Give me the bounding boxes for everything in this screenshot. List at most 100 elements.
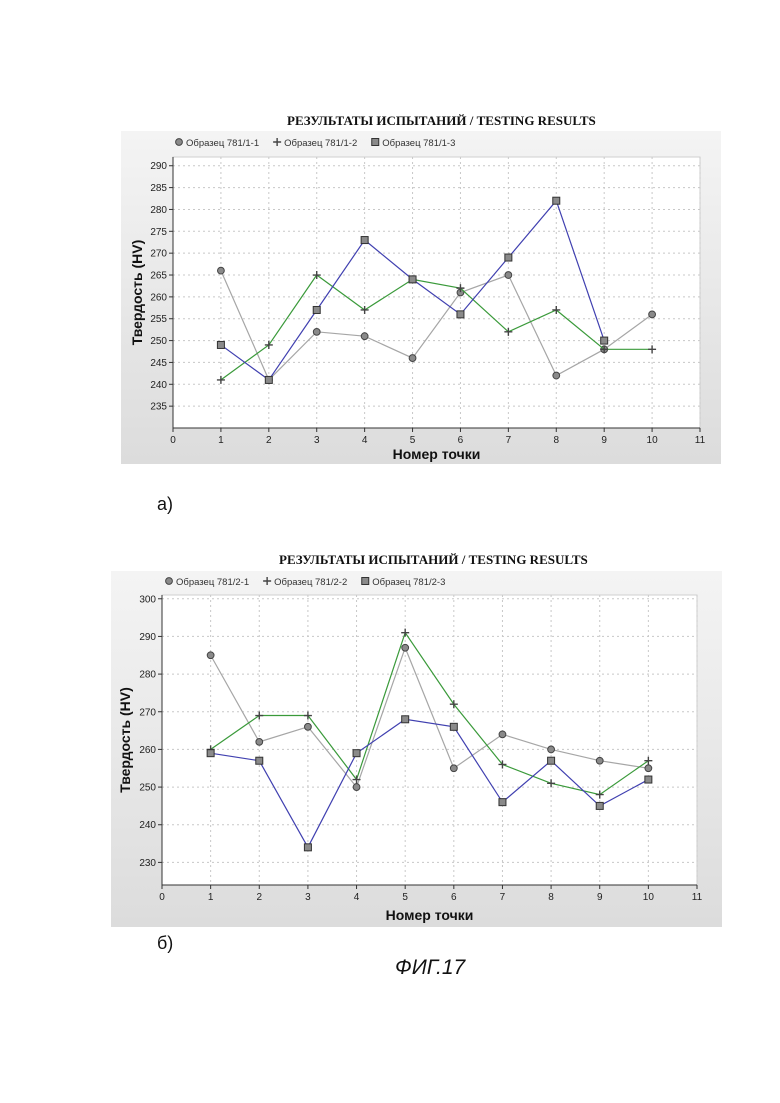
- chart-b-y-axis-label: Твердость (HV): [117, 687, 133, 793]
- chart-a-plot-area: [173, 157, 700, 428]
- chart-a-x-tick-label: 9: [601, 435, 607, 446]
- chart-a-series-1-point: [409, 355, 416, 362]
- chart-a-x-tick-label: 3: [314, 435, 320, 446]
- chart-a-series-1-point: [649, 311, 656, 318]
- chart-a-y-tick-label: 260: [150, 292, 167, 303]
- chart-a-x-tick-label: 4: [362, 435, 368, 446]
- chart-a: 2352402452502552602652702752802852900123…: [121, 131, 721, 464]
- chart-b-series-3-point: [353, 750, 360, 757]
- chart-a-series-3-point: [409, 276, 416, 283]
- chart-b-y-tick-label: 230: [139, 858, 156, 869]
- chart-a-x-tick-label: 10: [647, 435, 659, 446]
- chart-a-series-3-point: [601, 337, 608, 344]
- chart-a-y-tick-label: 245: [150, 358, 167, 369]
- chart-a-series-1-point: [505, 272, 512, 279]
- chart-b-y-tick-label: 260: [139, 745, 156, 756]
- chart-b-y-tick-label: 290: [139, 632, 156, 643]
- chart-b-x-tick-label: 5: [402, 892, 408, 903]
- chart-a-legend-marker-3: [372, 139, 379, 146]
- chart-b-series-3-point: [256, 757, 263, 764]
- chart-b-x-tick-label: 6: [451, 892, 457, 903]
- chart-b-series-1-point: [499, 731, 506, 738]
- chart-a-y-tick-label: 275: [150, 227, 167, 238]
- chart-b-series-1-point: [402, 644, 409, 651]
- chart-a-x-tick-label: 2: [266, 435, 272, 446]
- chart-b-series-3-point: [304, 844, 311, 851]
- chart-b-x-tick-label: 8: [548, 892, 554, 903]
- chart-b-y-tick-label: 240: [139, 820, 156, 831]
- chart-a-title: РЕЗУЛЬТАТЫ ИСПЫТАНИЙ / TESTING RESULTS: [287, 113, 596, 129]
- chart-a-series-1-point: [218, 267, 225, 274]
- chart-b-legend-label-1: Образец 781/2-1: [176, 577, 249, 588]
- chart-a-series-1-point: [361, 333, 368, 340]
- chart-b-x-tick-label: 11: [692, 892, 703, 903]
- chart-b-series-1-point: [450, 765, 457, 772]
- chart-a-y-axis-label: Твердость (HV): [129, 240, 145, 346]
- chart-b-x-tick-label: 1: [208, 892, 214, 903]
- chart-b-plot-area: [162, 595, 697, 885]
- chart-a-x-tick-label: 7: [506, 435, 512, 446]
- chart-b-y-tick-label: 300: [139, 594, 156, 605]
- chart-a-panel-label: а): [157, 494, 173, 515]
- chart-b-series-1-point: [596, 757, 603, 764]
- chart-b-series-1-point: [548, 746, 555, 753]
- chart-a-series-1-point: [313, 328, 320, 335]
- chart-a-series-3-point: [265, 376, 272, 383]
- chart-a-legend-label-2: Образец 781/1-2: [284, 138, 357, 149]
- chart-a-y-tick-label: 235: [150, 402, 167, 413]
- chart-b-series-1-point: [305, 723, 312, 730]
- chart-a-series-3-point: [217, 341, 224, 348]
- chart-a-x-tick-label: 6: [458, 435, 464, 446]
- chart-b-series-3-point: [548, 757, 555, 764]
- chart-b: 230 240 250 260 270 280 290 300 0 1 2 3 4 5 6 7 8 9 10 11 Но…: [111, 571, 722, 927]
- chart-a-series-3-point: [505, 254, 512, 261]
- chart-a-y-tick-label: 255: [150, 314, 167, 325]
- chart-b-legend-label-2: Образец 781/2-2: [274, 577, 347, 588]
- chart-b-panel-label: б): [157, 933, 173, 954]
- chart-a-y-tick-label: 265: [150, 271, 167, 282]
- chart-b-series-3-point: [596, 802, 603, 809]
- chart-b-series-1-point: [207, 652, 214, 659]
- chart-b-series-3-point: [499, 799, 506, 806]
- chart-b-x-tick-label: 9: [597, 892, 603, 903]
- chart-a-x-axis-label: Номер точки: [393, 446, 481, 462]
- chart-a-series-3-point: [313, 306, 320, 313]
- chart-a-x-tick-label: 0: [170, 435, 176, 446]
- chart-b-series-1-point: [645, 765, 652, 772]
- chart-a-series-1-point: [553, 372, 560, 379]
- chart-b-y-tick-label: 250: [139, 783, 156, 794]
- chart-a-x-tick-label: 5: [410, 435, 416, 446]
- chart-b-x-tick-label: 4: [354, 892, 360, 903]
- chart-b-legend-marker-1: [166, 578, 173, 585]
- chart-b-series-3-point: [207, 750, 214, 757]
- chart-b-x-tick-label: 2: [256, 892, 262, 903]
- chart-b-x-tick-label: 10: [643, 892, 655, 903]
- chart-a-legend-label-3: Образец 781/1-3: [382, 138, 455, 149]
- chart-b-legend-marker-3: [362, 578, 369, 585]
- chart-a-x-tick-label: 11: [695, 435, 706, 446]
- chart-a-y-tick-label: 250: [150, 336, 167, 347]
- chart-b-legend-label-3: Образец 781/2-3: [372, 577, 445, 588]
- chart-a-series-3-point: [361, 237, 368, 244]
- chart-b-y-tick-label: 270: [139, 707, 156, 718]
- chart-a-legend-label-1: Образец 781/1-1: [186, 138, 259, 149]
- chart-a-y-tick-label: 285: [150, 183, 167, 194]
- chart-b-series-3-point: [645, 776, 652, 783]
- chart-b-y-tick-label: 280: [139, 670, 156, 681]
- chart-b-x-axis-label: Номер точки: [386, 907, 474, 923]
- chart-b-series-1-point: [256, 738, 263, 745]
- chart-b-x-tick-label: 7: [500, 892, 506, 903]
- chart-b-x-tick-label: 0: [159, 892, 165, 903]
- figure-caption: ФИГ.17: [395, 956, 465, 980]
- chart-b-x-tick-label: 3: [305, 892, 311, 903]
- chart-a-y-tick-label: 290: [150, 161, 167, 172]
- chart-a-series-3-point: [457, 311, 464, 318]
- chart-a-series-3-point: [553, 197, 560, 204]
- chart-a-x-tick-label: 1: [218, 435, 224, 446]
- chart-a-legend-marker-1: [176, 139, 183, 146]
- chart-b-title: РЕЗУЛЬТАТЫ ИСПЫТАНИЙ / TESTING RESULTS: [279, 552, 588, 568]
- chart-a-y-tick-label: 240: [150, 380, 167, 391]
- chart-b-series-3-point: [402, 716, 409, 723]
- chart-b-series-3-point: [450, 723, 457, 730]
- chart-a-x-tick-label: 8: [553, 435, 559, 446]
